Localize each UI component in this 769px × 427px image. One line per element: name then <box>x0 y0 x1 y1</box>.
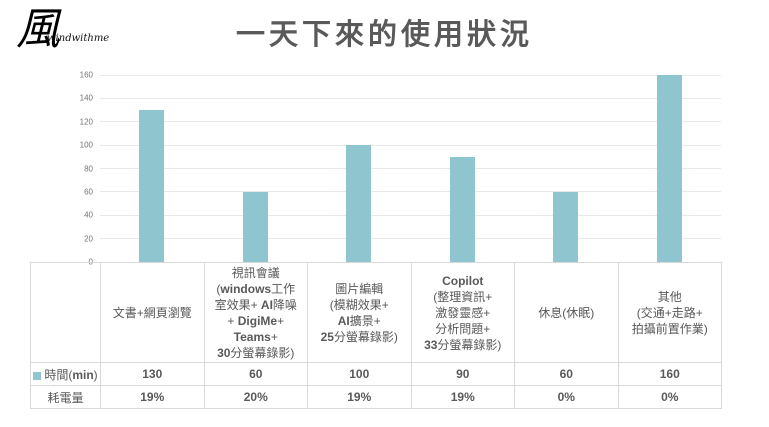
y-axis-tick: 120 <box>79 117 93 127</box>
plot-area: 0 20 40 60 80 100 120 140 160 <box>80 71 721 267</box>
gridline <box>100 191 721 193</box>
gridline <box>100 214 721 216</box>
category-cell: 休息(休眠) <box>514 262 619 363</box>
time-value: 60 <box>514 362 619 386</box>
row-label-power-text: 耗電量 <box>47 390 84 405</box>
category-cell: 圖片編輯 (模糊效果+ AI擴景+ 25分螢幕錄影) <box>307 262 412 363</box>
gridline <box>100 121 721 123</box>
chart-title: 一天下來的使用狀況 <box>235 19 533 51</box>
category-cell: Copilot (整理資訊+ 激發靈感+ 分析問題+ 33分螢幕錄影) <box>410 262 515 363</box>
row-label-power: 耗電量 <box>30 385 101 409</box>
legend-swatch-icon <box>33 371 42 380</box>
y-axis-tick: 140 <box>79 93 93 103</box>
gridline <box>100 97 721 99</box>
time-value: 100 <box>307 362 412 386</box>
category-cell: 文書+網頁瀏覽 <box>100 262 205 363</box>
power-value: 19% <box>100 385 205 409</box>
y-axis-tick: 100 <box>79 140 93 150</box>
y-axis-tick: 60 <box>84 187 93 197</box>
time-value: 60 <box>203 362 308 386</box>
row-label-time: 時間(min) <box>30 362 101 386</box>
category-row: 文書+網頁瀏覽 視訊會議 (windows工作 室效果+ AI降噪 + DigiMe+… <box>30 262 722 363</box>
gridline <box>100 74 721 76</box>
gridline <box>100 238 721 240</box>
time-value: 160 <box>617 362 722 386</box>
wind-logo-icon: 風 <box>16 4 60 55</box>
power-row: 耗電量 19% 20% 19% 19% 0% 0% <box>30 385 722 409</box>
time-value: 130 <box>100 362 205 386</box>
power-value: 0% <box>514 385 619 409</box>
bar-圖片編輯(模糊效果+ AI擴景+ 25分螢幕錄影) <box>346 145 372 262</box>
category-cell: 其他 (交通+走路+ 拍攝前置作業) <box>617 262 722 363</box>
y-axis-tick: 160 <box>79 70 93 80</box>
bar-休息(休眠) <box>553 191 579 262</box>
time-value: 90 <box>410 362 515 386</box>
time-row: 時間(min) 130 60 100 90 60 160 <box>30 362 722 386</box>
y-axis-tick: 80 <box>84 164 93 173</box>
power-value: 19% <box>307 385 412 409</box>
gridline <box>100 144 721 146</box>
power-value: 19% <box>410 385 515 409</box>
gridline <box>100 168 721 169</box>
row-label-time-text: 時間(min) <box>44 367 98 382</box>
power-value: 20% <box>203 385 308 409</box>
power-value: 0% <box>617 385 722 409</box>
table-corner <box>30 262 101 363</box>
bar-Copilot(整理資訊+ 激發靈感+ 分析問題+ 33分螢幕錄影) <box>449 156 475 262</box>
y-axis-tick: 20 <box>84 234 93 244</box>
logo-brand-text: windwithme <box>47 33 110 44</box>
bar-其他(交通+走路+ 拍攝前置作業) <box>656 75 682 262</box>
bar-文書+網頁瀏覽 <box>139 110 165 262</box>
category-cell: 視訊會議 (windows工作 室效果+ AI降噪 + DigiMe+ Teams+ 30… <box>203 262 308 363</box>
data-table: 文書+網頁瀏覽 視訊會議 (windows工作 室效果+ AI降噪 + DigiMe+… <box>30 262 722 409</box>
y-axis-tick: 40 <box>84 210 93 220</box>
bar-視訊會議(windows工作室效果+ AI降噪+ DigiMe+ Teams+ 30分螢幕錄影) <box>242 191 268 262</box>
